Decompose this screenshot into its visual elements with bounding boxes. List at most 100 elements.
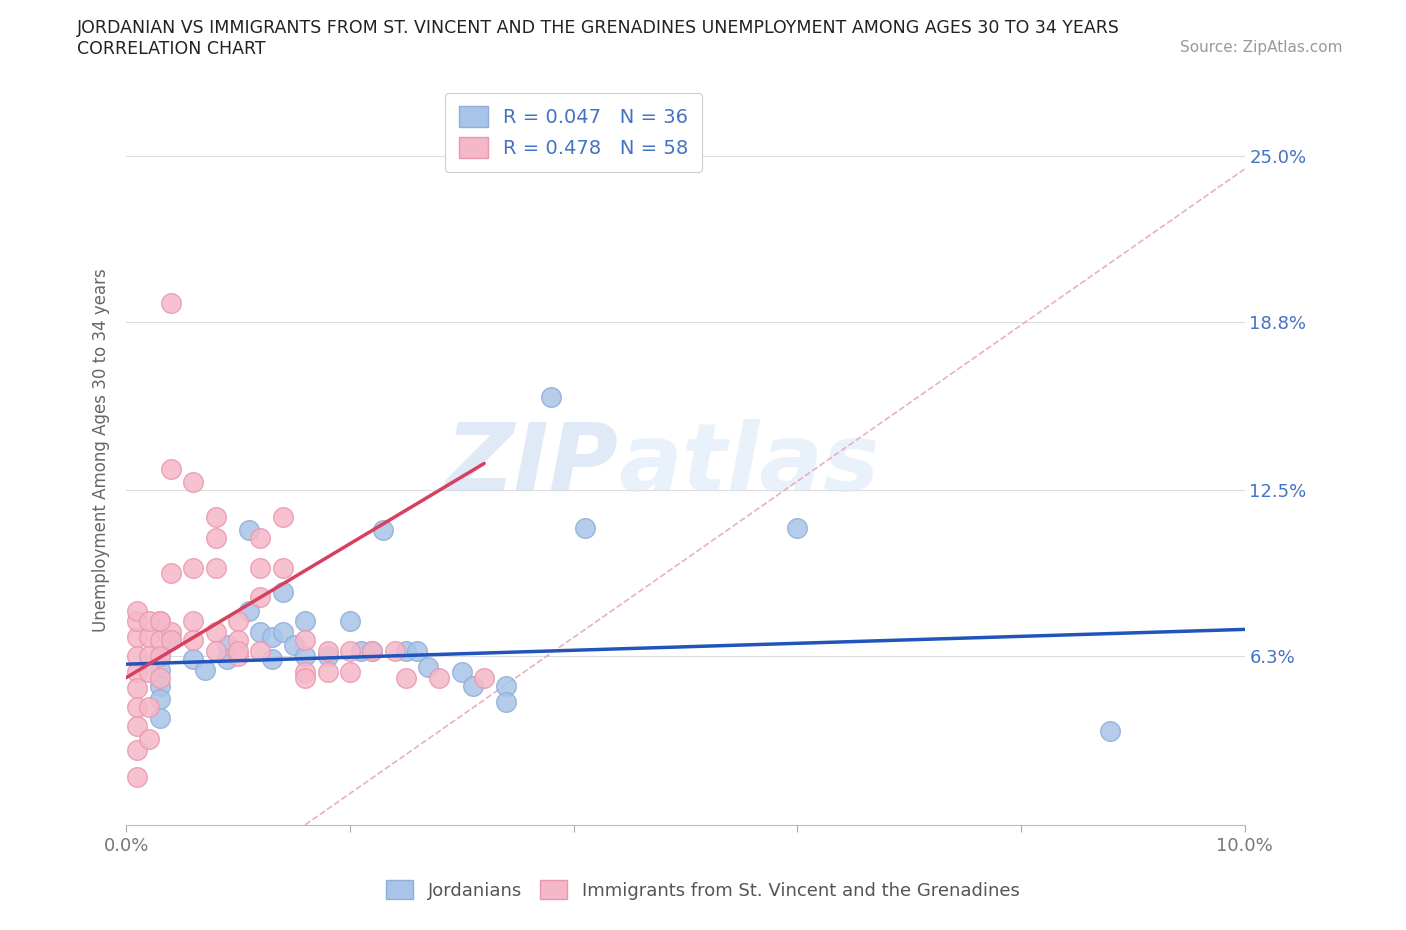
Point	[361, 644, 384, 658]
Point	[271, 510, 294, 525]
Point	[339, 644, 361, 658]
Point	[260, 630, 283, 644]
Point	[138, 614, 160, 629]
Point	[1099, 724, 1122, 738]
Point	[226, 632, 249, 647]
Point	[215, 651, 238, 666]
Point	[283, 638, 305, 653]
Point	[472, 671, 495, 685]
Point	[138, 732, 160, 747]
Point	[138, 665, 160, 680]
Point	[249, 625, 271, 640]
Point	[395, 671, 418, 685]
Point	[294, 614, 316, 629]
Point	[149, 678, 172, 693]
Point	[495, 694, 517, 709]
Point	[204, 561, 226, 576]
Point	[127, 681, 149, 696]
Point	[204, 644, 226, 658]
Point	[249, 531, 271, 546]
Point	[138, 649, 160, 664]
Point	[271, 625, 294, 640]
Point	[260, 651, 283, 666]
Point	[339, 614, 361, 629]
Point	[160, 632, 183, 647]
Point	[361, 644, 384, 658]
Text: CORRELATION CHART: CORRELATION CHART	[77, 40, 266, 58]
Point	[183, 614, 205, 629]
Point	[574, 520, 596, 535]
Point	[127, 769, 149, 784]
Point	[540, 389, 562, 404]
Point	[226, 644, 249, 658]
Point	[204, 510, 226, 525]
Point	[149, 614, 172, 629]
Point	[160, 625, 183, 640]
Point	[149, 632, 172, 647]
Point	[160, 461, 183, 476]
Point	[238, 604, 260, 618]
Point	[127, 604, 149, 618]
Point	[395, 644, 418, 658]
Point	[418, 659, 440, 674]
Point	[384, 644, 406, 658]
Point	[316, 644, 339, 658]
Point	[127, 665, 149, 680]
Point	[149, 671, 172, 685]
Point	[294, 649, 316, 664]
Point	[149, 692, 172, 707]
Point	[127, 742, 149, 757]
Point	[249, 561, 271, 576]
Point	[495, 678, 517, 693]
Point	[429, 671, 451, 685]
Point	[406, 644, 429, 658]
Point	[183, 632, 205, 647]
Point	[271, 561, 294, 576]
Point	[149, 649, 172, 664]
Point	[450, 665, 472, 680]
Point	[160, 632, 183, 647]
Point	[249, 590, 271, 604]
Point	[127, 614, 149, 629]
Point	[294, 671, 316, 685]
Text: ZIP: ZIP	[446, 419, 619, 512]
Legend: R = 0.047   N = 36, R = 0.478   N = 58: R = 0.047 N = 36, R = 0.478 N = 58	[444, 93, 702, 172]
Point	[127, 630, 149, 644]
Point	[461, 678, 484, 693]
Point	[204, 625, 226, 640]
Point	[149, 614, 172, 629]
Point	[183, 561, 205, 576]
Point	[226, 614, 249, 629]
Text: atlas: atlas	[619, 419, 880, 512]
Y-axis label: Unemployment Among Ages 30 to 34 years: Unemployment Among Ages 30 to 34 years	[93, 268, 110, 632]
Point	[316, 665, 339, 680]
Point	[160, 296, 183, 311]
Point	[183, 475, 205, 490]
Point	[160, 565, 183, 580]
Point	[183, 651, 205, 666]
Point	[127, 718, 149, 733]
Point	[149, 649, 172, 664]
Point	[138, 630, 160, 644]
Point	[127, 699, 149, 714]
Point	[226, 649, 249, 664]
Point	[350, 644, 373, 658]
Point	[149, 662, 172, 677]
Point	[149, 711, 172, 725]
Point	[238, 523, 260, 538]
Point	[127, 649, 149, 664]
Point	[316, 649, 339, 664]
Point	[138, 699, 160, 714]
Point	[786, 520, 808, 535]
Text: Source: ZipAtlas.com: Source: ZipAtlas.com	[1180, 40, 1343, 55]
Point	[294, 632, 316, 647]
Point	[373, 523, 395, 538]
Point	[271, 584, 294, 599]
Point	[204, 531, 226, 546]
Legend: Jordanians, Immigrants from St. Vincent and the Grenadines: Jordanians, Immigrants from St. Vincent …	[380, 873, 1026, 907]
Point	[294, 665, 316, 680]
Text: JORDANIAN VS IMMIGRANTS FROM ST. VINCENT AND THE GRENADINES UNEMPLOYMENT AMONG A: JORDANIAN VS IMMIGRANTS FROM ST. VINCENT…	[77, 19, 1121, 36]
Point	[249, 644, 271, 658]
Point	[215, 638, 238, 653]
Point	[339, 665, 361, 680]
